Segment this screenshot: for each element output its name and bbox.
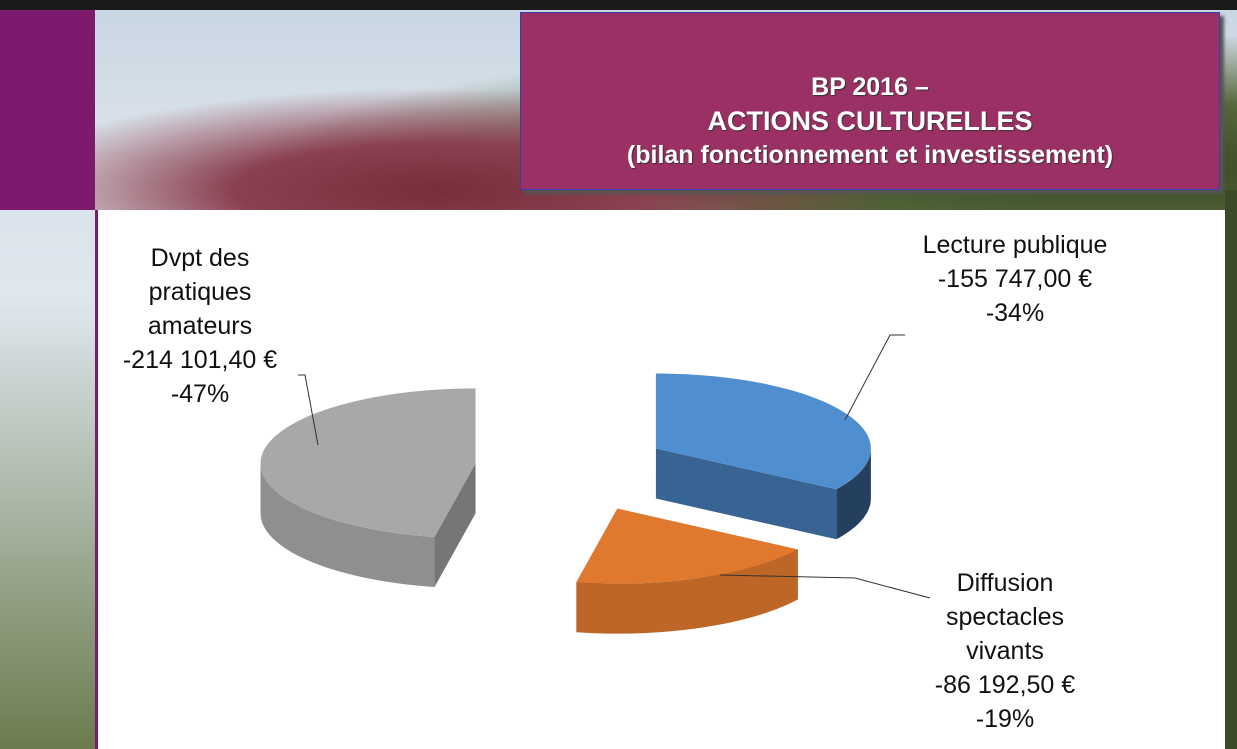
data-label: Diffusion spectacles vivants -86 192,50 … (905, 566, 1105, 736)
slice-name: Diffusion spectacles vivants (905, 566, 1105, 668)
percent-label: -47% (95, 377, 305, 411)
percent-label: -19% (905, 702, 1105, 736)
amount-label: -86 192,50 € (905, 668, 1105, 702)
leader-line (845, 335, 905, 420)
amount-label: -214 101,40 € (95, 343, 305, 377)
percent-label: -34% (900, 296, 1130, 330)
data-label: Lecture publique -155 747,00 € -34% (900, 228, 1130, 330)
slide: BP 2016 – ACTIONS CULTURELLES (bilan fon… (0, 0, 1237, 749)
amount-label: -155 747,00 € (900, 262, 1130, 296)
slice-name: Lecture publique (900, 228, 1130, 262)
data-label: Dvpt des pratiques amateurs -214 101,40 … (95, 241, 305, 411)
slice-name: Dvpt des pratiques amateurs (95, 241, 305, 343)
